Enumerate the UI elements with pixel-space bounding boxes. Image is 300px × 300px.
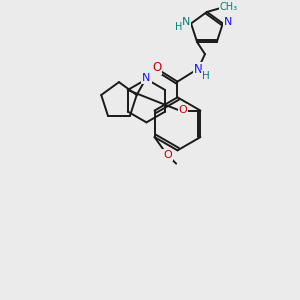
- Text: N: N: [142, 73, 151, 83]
- Text: N: N: [194, 63, 203, 76]
- Text: O: O: [152, 61, 161, 74]
- Text: O: O: [163, 150, 172, 160]
- Text: N: N: [182, 17, 190, 28]
- Text: H: H: [202, 71, 210, 81]
- Text: CH₃: CH₃: [220, 2, 238, 12]
- Text: N: N: [224, 17, 232, 28]
- Text: H: H: [175, 22, 182, 32]
- Text: O: O: [178, 105, 187, 115]
